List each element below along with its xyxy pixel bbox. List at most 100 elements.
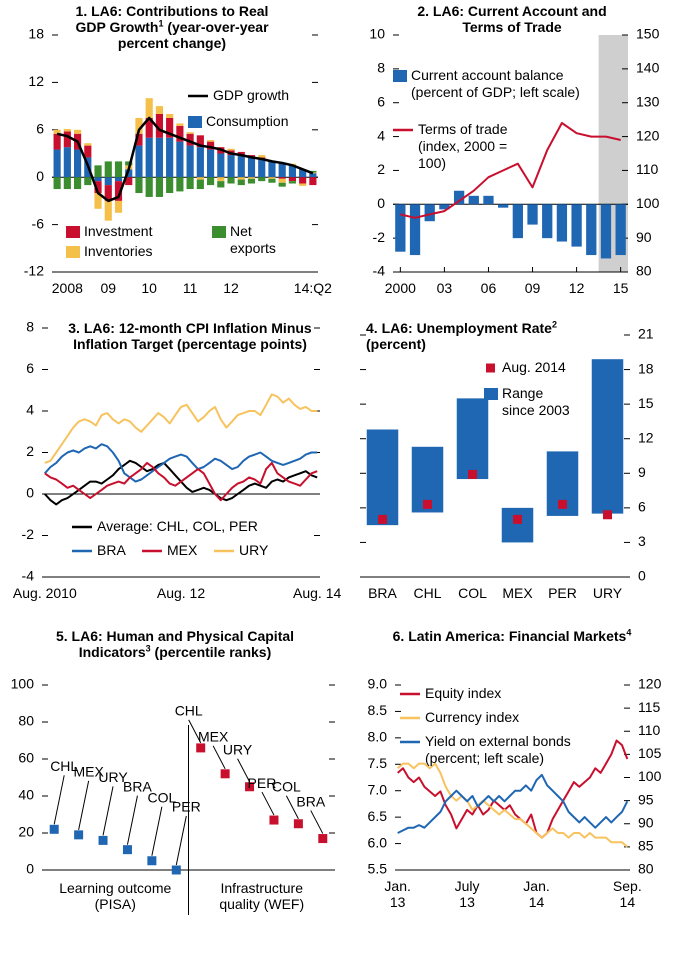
legend-swatch — [212, 226, 226, 238]
range-bar — [366, 429, 399, 526]
x-tick-label: 2000 — [384, 280, 416, 296]
leader-line — [212, 745, 226, 770]
x-tick-label-box: 2000 — [384, 280, 416, 296]
y-tick-label: 8.5 — [368, 702, 388, 718]
bar — [176, 123, 184, 126]
y-tick-label: 6 — [638, 499, 646, 515]
legend-label-box: Consumption — [206, 113, 289, 129]
title-text: 5. LA6: Human and Physical Capital Indic… — [55, 628, 295, 660]
y2-tick-label: 110 — [636, 161, 659, 177]
x-tick-label-box: COL — [458, 585, 487, 601]
x-tick-label-box: Jan. 14 — [523, 878, 549, 910]
x-tick-label: Jan. 13 — [384, 878, 411, 910]
y-tick-label: 40 — [18, 787, 34, 803]
x-tick-label-box: Aug. 2010 — [12, 585, 77, 601]
y-tick-label: 9 — [638, 464, 646, 480]
legend-label-box: Currency index — [425, 709, 519, 725]
bar — [247, 157, 256, 178]
bar — [63, 129, 71, 132]
y-tick-label: 10 — [369, 26, 385, 42]
legend-label: GDP growth — [213, 87, 289, 103]
bar — [114, 181, 123, 201]
y-tick-label: 0 — [26, 861, 34, 877]
x-tick-label-box: 12 — [569, 280, 585, 296]
legend-label: Investment — [84, 223, 153, 239]
bar — [196, 135, 204, 148]
legend-label-box: URY — [239, 542, 268, 558]
legend-label: Yield on external bonds (percent; left s… — [425, 733, 571, 766]
y-tick-label: 12 — [28, 73, 44, 89]
x-tick-label: Aug. 2010 — [12, 585, 77, 601]
leader-line — [126, 795, 138, 845]
bar — [176, 141, 184, 178]
y-tick-label: 20 — [18, 824, 34, 840]
bar — [166, 117, 174, 138]
legend-label-box: Terms of trade (index, 2000 = 100) — [418, 121, 508, 171]
point-label: PER — [172, 799, 201, 815]
y-tick-label: -2 — [22, 526, 35, 542]
bar — [468, 195, 479, 205]
point — [378, 514, 387, 524]
bar — [527, 204, 538, 225]
legend-label: Terms of trade (index, 2000 = 100) — [418, 121, 508, 171]
bar — [196, 147, 204, 178]
legend-label: Current account balance (percent of GDP;… — [411, 67, 580, 100]
leader-line — [151, 806, 163, 856]
legend-swatch — [188, 116, 202, 128]
bar — [114, 200, 123, 213]
point-label: MEX — [73, 764, 104, 780]
y2-tick-label: 110 — [638, 722, 661, 738]
range-bar — [591, 359, 624, 514]
legend-label-box: Investment — [84, 223, 153, 239]
point-label: BRA — [296, 793, 325, 809]
legend-label-box: Average: CHL, COL, PER — [97, 518, 258, 534]
x-tick-label: PER — [548, 585, 577, 601]
y2-tick-label: 100 — [636, 195, 660, 211]
bar — [145, 137, 153, 178]
x-tick-label: CHL — [413, 585, 442, 601]
bar — [104, 177, 112, 186]
legend-label: Equity index — [425, 685, 502, 701]
bar — [395, 204, 406, 252]
bar — [145, 117, 153, 138]
y-tick-label: 4 — [377, 127, 385, 143]
bar — [299, 183, 307, 186]
y2-tick-label: 85 — [638, 838, 654, 854]
series-line — [56, 116, 314, 203]
bar — [309, 173, 317, 178]
title-note: 4 — [626, 628, 632, 638]
chart-title-box: 6. Latin America: Financial Markets4 — [393, 628, 632, 644]
legend-label-box: Yield on external bonds (percent; left s… — [425, 733, 571, 766]
bar — [186, 145, 194, 178]
point — [468, 469, 477, 479]
legend-label-box: Aug. 2014 — [502, 359, 566, 375]
point — [147, 856, 157, 866]
bar — [155, 106, 164, 114]
legend-swatch — [66, 226, 80, 238]
point — [558, 499, 567, 509]
x-tick-label-box: Sep. 14 — [613, 878, 642, 910]
x-tick-label-box: Aug. 14 — [293, 585, 341, 601]
subtitle: (percent) — [366, 336, 426, 352]
bar — [186, 132, 194, 134]
chart-title-box: 3. LA6: 12-month CPI Inflation Minus Inf… — [68, 320, 311, 352]
bar — [176, 177, 184, 192]
y2-tick-label: 120 — [638, 676, 662, 692]
bar — [84, 143, 92, 146]
x-tick-label: 2008 — [51, 280, 83, 296]
bar — [217, 153, 225, 178]
point — [122, 845, 132, 855]
bar — [237, 155, 245, 178]
y-tick-label: 0 — [638, 568, 646, 584]
y-tick-label: 80 — [18, 713, 34, 729]
y2-tick-label: 90 — [636, 229, 652, 245]
leader-line — [237, 758, 250, 782]
series-line — [397, 773, 629, 834]
y2-tick-label: 95 — [638, 791, 654, 807]
bar — [145, 98, 153, 118]
point — [318, 834, 328, 844]
bar — [166, 177, 174, 193]
x-tick-label-box: Aug. 12 — [157, 585, 205, 601]
bar — [268, 161, 276, 178]
y-tick-label: 3 — [638, 533, 646, 549]
